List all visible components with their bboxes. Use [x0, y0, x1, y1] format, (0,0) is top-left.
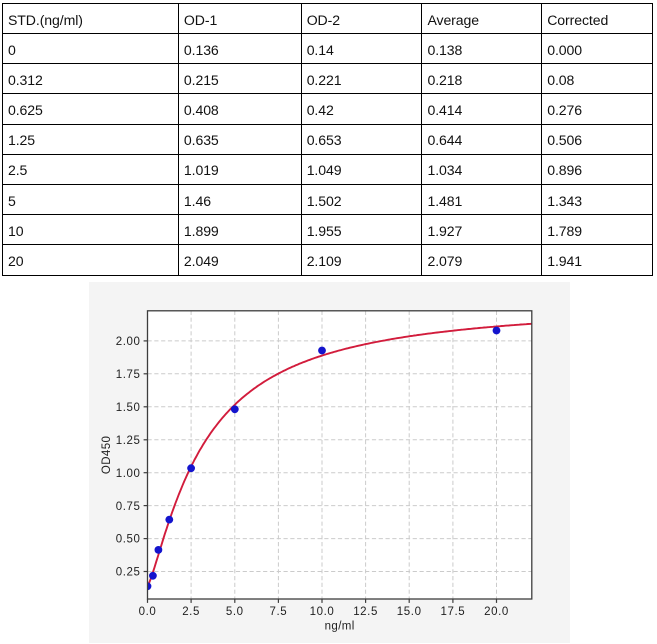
- svg-text:OD450: OD450: [101, 436, 113, 474]
- svg-text:15.0: 15.0: [397, 606, 422, 618]
- svg-text:10.0: 10.0: [310, 606, 335, 618]
- svg-text:1.50: 1.50: [116, 402, 141, 414]
- svg-text:5.0: 5.0: [226, 606, 244, 618]
- svg-text:1.75: 1.75: [116, 369, 141, 381]
- svg-text:12.5: 12.5: [353, 606, 378, 618]
- svg-text:0.50: 0.50: [116, 534, 141, 546]
- svg-text:0.75: 0.75: [116, 501, 141, 513]
- svg-text:1.25: 1.25: [116, 435, 141, 447]
- svg-text:1.00: 1.00: [116, 468, 141, 480]
- svg-text:2.00: 2.00: [116, 336, 141, 348]
- svg-text:2.5: 2.5: [182, 606, 200, 618]
- svg-text:ng/ml: ng/ml: [325, 621, 355, 633]
- svg-text:0.25: 0.25: [116, 567, 141, 579]
- svg-text:0.0: 0.0: [139, 606, 157, 618]
- svg-text:17.5: 17.5: [441, 606, 466, 618]
- svg-text:7.5: 7.5: [270, 606, 288, 618]
- svg-text:20.0: 20.0: [484, 606, 509, 618]
